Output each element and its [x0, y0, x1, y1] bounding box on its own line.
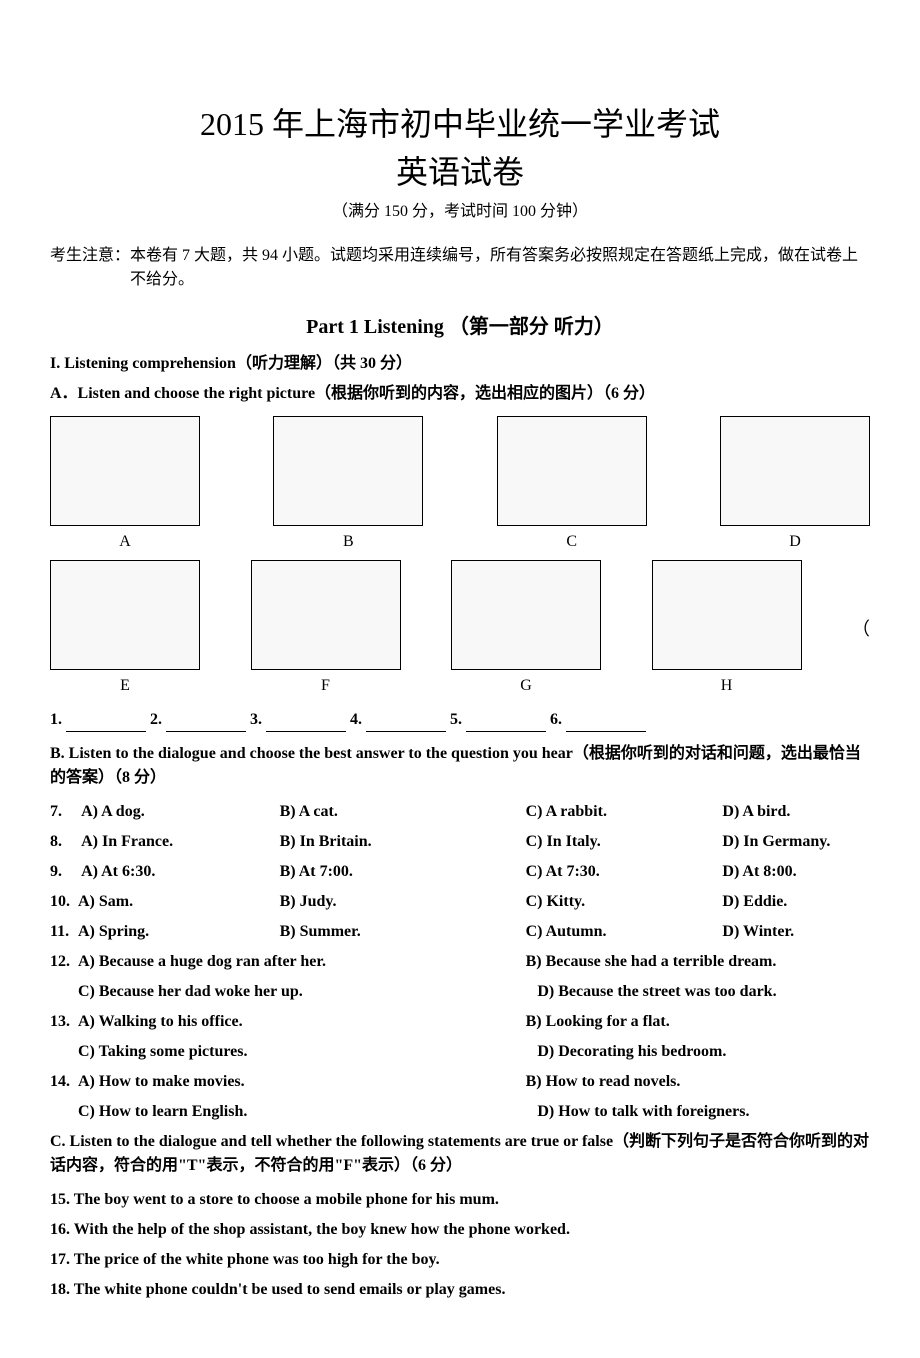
picture-box: [720, 416, 870, 526]
notice-label: 考生注意：: [50, 244, 130, 292]
picture-box: [497, 416, 647, 526]
blanks-row: 1. 2. 3. 4. 5. 6.: [50, 708, 870, 732]
q-option: D) Eddie.: [722, 890, 870, 914]
q-option: D) In Germany.: [722, 830, 870, 854]
picture-item: A: [50, 416, 200, 554]
q-option: 13.A) Walking to his office.: [50, 1010, 526, 1034]
picture-box: [251, 560, 401, 670]
q-option: C) A rabbit.: [526, 800, 723, 824]
blank-line: [466, 716, 546, 732]
picture-item: C: [497, 416, 647, 554]
q-option: B) At 7:00.: [280, 860, 526, 884]
q-option: 12.A) Because a huge dog ran after her.: [50, 950, 526, 974]
question-row: C) Because her dad woke her up. D) Becau…: [50, 980, 870, 1004]
question-row: 9. A) At 6:30. B) At 7:00. C) At 7:30. D…: [50, 860, 870, 884]
picture-label: B: [273, 530, 423, 554]
blank-num: 4.: [350, 711, 362, 728]
question-row: C) Taking some pictures. D) Decorating h…: [50, 1040, 870, 1064]
extra-bracket: （: [852, 616, 870, 643]
picture-item: H: [652, 560, 802, 698]
blank-num: 1.: [50, 711, 62, 728]
q-option: 10.A) Sam.: [50, 890, 280, 914]
blank-line: [166, 716, 246, 732]
q-option: B) Looking for a flat.: [526, 1010, 870, 1034]
question-row: 12.A) Because a huge dog ran after her. …: [50, 950, 870, 974]
question-row: 11.A) Spring. B) Summer. C) Autumn. D) W…: [50, 920, 870, 944]
picture-item: D: [720, 416, 870, 554]
statement-15: 15. The boy went to a store to choose a …: [50, 1188, 870, 1212]
q-option: B) Summer.: [280, 920, 526, 944]
picture-label: H: [652, 674, 802, 698]
picture-box: [50, 560, 200, 670]
picture-item: F: [251, 560, 401, 698]
picture-box: [451, 560, 601, 670]
question-list-b: 7. A) A dog. B) A cat. C) A rabbit. D) A…: [50, 800, 870, 1124]
statement-17: 17. The price of the white phone was too…: [50, 1248, 870, 1272]
question-row: 8. A) In France. B) In Britain. C) In It…: [50, 830, 870, 854]
statement-18: 18. The white phone couldn't be used to …: [50, 1278, 870, 1302]
exam-info: （满分 150 分，考试时间 100 分钟）: [50, 200, 870, 224]
exam-title-sub: 英语试卷: [50, 148, 870, 196]
exam-title-main: 2015 年上海市初中毕业统一学业考试: [50, 100, 870, 148]
picture-label: F: [251, 674, 401, 698]
q-option: B) How to read novels.: [526, 1070, 870, 1094]
q-option: B) Because she had a terrible dream.: [526, 950, 870, 974]
q-option: D) Decorating his bedroom.: [537, 1040, 870, 1064]
q-option: 11.A) Spring.: [50, 920, 280, 944]
q-option: D) How to talk with foreigners.: [537, 1100, 870, 1124]
picture-item: B: [273, 416, 423, 554]
q-option: B) In Britain.: [280, 830, 526, 854]
q-option: C) At 7:30.: [526, 860, 723, 884]
q-option: D) A bird.: [722, 800, 870, 824]
q-option: C) Because her dad woke her up.: [78, 980, 537, 1004]
q-option: D) At 8:00.: [722, 860, 870, 884]
blank-line: [66, 716, 146, 732]
q-option: C) Taking some pictures.: [78, 1040, 537, 1064]
picture-label: E: [50, 674, 200, 698]
statement-16: 16. With the help of the shop assistant,…: [50, 1218, 870, 1242]
subsection-b-title: B. Listen to the dialogue and choose the…: [50, 742, 870, 790]
exam-notice: 考生注意： 本卷有 7 大题，共 94 小题。试题均采用连续编号，所有答案务必按…: [50, 244, 870, 292]
picture-label: D: [720, 530, 870, 554]
blank-line: [566, 716, 646, 732]
question-row: 13.A) Walking to his office. B) Looking …: [50, 1010, 870, 1034]
q-option: C) In Italy.: [526, 830, 723, 854]
blank-num: 6.: [550, 711, 562, 728]
q-option: 8. A) In France.: [50, 830, 280, 854]
picture-row-2: E F G H （: [50, 560, 870, 698]
blank-num: 5.: [450, 711, 462, 728]
picture-box: [273, 416, 423, 526]
q-option: C) Autumn.: [526, 920, 723, 944]
q-option: C) How to learn English.: [78, 1100, 537, 1124]
q-option: B) Judy.: [280, 890, 526, 914]
question-row: 14.A) How to make movies. B) How to read…: [50, 1070, 870, 1094]
q-option: C) Kitty.: [526, 890, 723, 914]
q-option: 14.A) How to make movies.: [50, 1070, 526, 1094]
picture-box: [50, 416, 200, 526]
section1-title: I. Listening comprehension（听力理解）（共 30 分）: [50, 352, 870, 376]
blank-num: 2.: [150, 711, 162, 728]
question-row: 10.A) Sam. B) Judy. C) Kitty. D) Eddie.: [50, 890, 870, 914]
picture-row-1: A B C D: [50, 416, 870, 554]
question-row: C) How to learn English. D) How to talk …: [50, 1100, 870, 1124]
q-option: D) Because the street was too dark.: [537, 980, 870, 1004]
picture-box: [652, 560, 802, 670]
notice-text: 本卷有 7 大题，共 94 小题。试题均采用连续编号，所有答案务必按照规定在答题…: [130, 244, 870, 292]
blank-num: 3.: [250, 711, 262, 728]
picture-label: C: [497, 530, 647, 554]
blank-line: [366, 716, 446, 732]
q-option: D) Winter.: [722, 920, 870, 944]
q-option: 7. A) A dog.: [50, 800, 280, 824]
blank-line: [266, 716, 346, 732]
part1-title: Part 1 Listening （第一部分 听力）: [50, 312, 870, 342]
question-row: 7. A) A dog. B) A cat. C) A rabbit. D) A…: [50, 800, 870, 824]
picture-label: A: [50, 530, 200, 554]
picture-item: E: [50, 560, 200, 698]
picture-label: G: [451, 674, 601, 698]
q-option: B) A cat.: [280, 800, 526, 824]
subsection-a-title: A．Listen and choose the right picture（根据…: [50, 382, 870, 406]
q-option: 9. A) At 6:30.: [50, 860, 280, 884]
picture-item: G: [451, 560, 601, 698]
subsection-c-title: C. Listen to the dialogue and tell wheth…: [50, 1130, 870, 1178]
